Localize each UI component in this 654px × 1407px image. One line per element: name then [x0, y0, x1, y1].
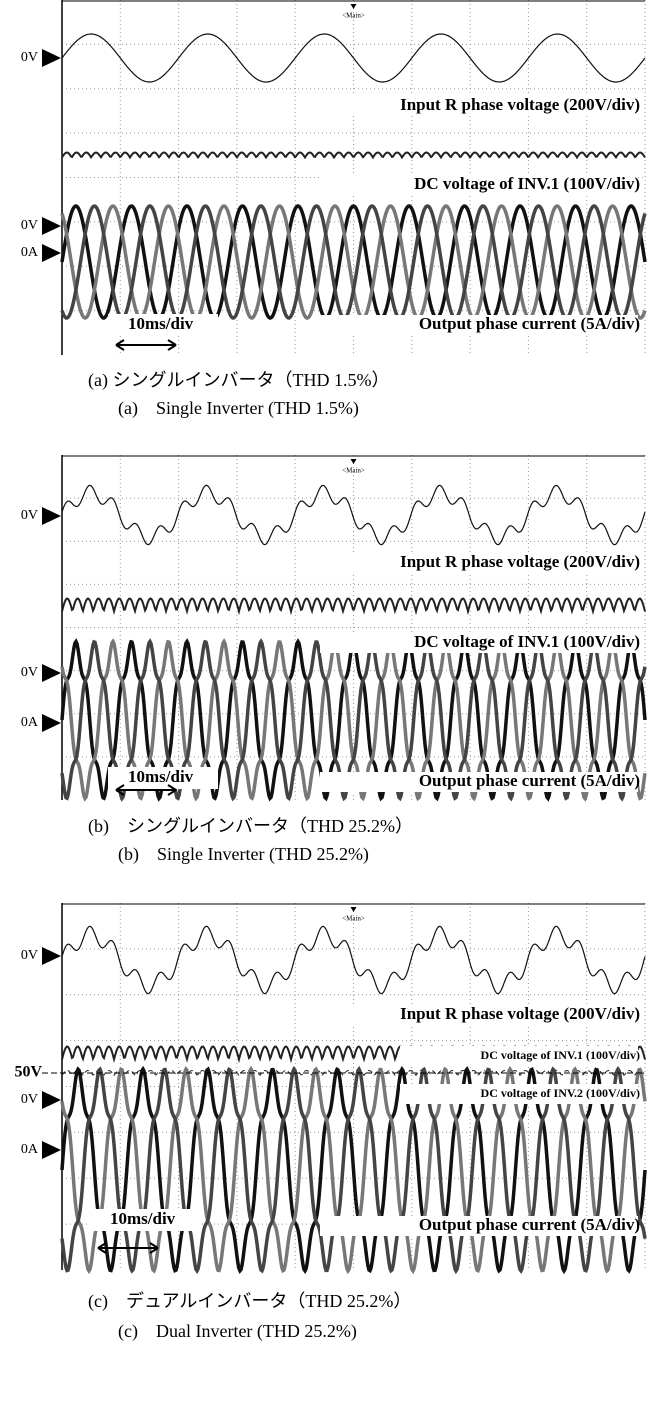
caption-ja: (b) シングルインバータ（THD 25.2%）	[88, 816, 413, 837]
marker-arrow	[42, 947, 61, 965]
marker-label: 0V	[21, 218, 38, 233]
marker-label: 50V	[14, 1064, 42, 1081]
marker-label: 0V	[21, 1092, 38, 1107]
marker-label: 0A	[21, 245, 39, 260]
caption-ja: (a) シングルインバータ（THD 1.5%）	[88, 370, 389, 391]
marker-arrow	[42, 1091, 61, 1109]
marker-label: 0V	[21, 665, 38, 680]
trigger-label: <Main>	[342, 915, 365, 923]
marker-arrow	[42, 1141, 61, 1159]
marker-arrow	[42, 714, 61, 732]
trace-label: Input R phase voltage (200V/div)	[400, 1004, 640, 1023]
trace-label: Output phase current (5A/div)	[419, 771, 640, 790]
waveform	[62, 599, 645, 612]
marker-label: 0V	[21, 948, 38, 963]
waveform	[62, 34, 645, 82]
timebase-arrow	[116, 340, 176, 350]
trigger-label: <Main>	[342, 467, 365, 475]
marker-label: 0V	[21, 50, 38, 65]
waveform	[62, 153, 645, 158]
marker-label: 0A	[21, 715, 39, 730]
caption-ja: (c) デュアルインバータ（THD 25.2%）	[88, 1291, 411, 1312]
timebase-label: 10ms/div	[110, 1209, 176, 1228]
trigger-mark	[351, 907, 357, 912]
timebase-label: 10ms/div	[128, 314, 194, 333]
figure: <Main> 0V 0V 0A Input R phase voltage (200V/…	[0, 0, 654, 1407]
trigger-label: <Main>	[342, 12, 365, 20]
trace-label: DC voltage of INV.1 (100V/div)	[414, 174, 640, 193]
caption-en: (c) Dual Inverter (THD 25.2%)	[118, 1321, 357, 1342]
trace-label: Output phase current (5A/div)	[419, 314, 640, 333]
marker-arrow	[42, 217, 61, 235]
trace-label: Input R phase voltage (200V/div)	[400, 552, 640, 571]
caption-en: (b) Single Inverter (THD 25.2%)	[118, 844, 369, 865]
trace-label: DC voltage of INV.1 (100V/div)	[481, 1048, 640, 1062]
marker-label: 0A	[21, 1142, 39, 1157]
trace-label: Output phase current (5A/div)	[419, 1215, 640, 1234]
marker-arrow	[42, 244, 61, 262]
trace-label: DC voltage of INV.1 (100V/div)	[414, 632, 640, 651]
timebase-label: 10ms/div	[128, 767, 194, 786]
marker-label: 0V	[21, 508, 38, 523]
trigger-mark	[351, 4, 357, 9]
page: <Main> 0V 0V 0A Input R phase voltage (200V/…	[0, 0, 654, 1407]
marker-arrow	[42, 49, 61, 67]
trigger-mark	[351, 459, 357, 464]
caption-en: (a) Single Inverter (THD 1.5%)	[118, 398, 359, 419]
trace-label: DC voltage of INV.2 (100V/div)	[481, 1086, 640, 1100]
marker-arrow	[42, 664, 61, 682]
marker-arrow	[42, 507, 61, 525]
trace-label: Input R phase voltage (200V/div)	[400, 95, 640, 114]
